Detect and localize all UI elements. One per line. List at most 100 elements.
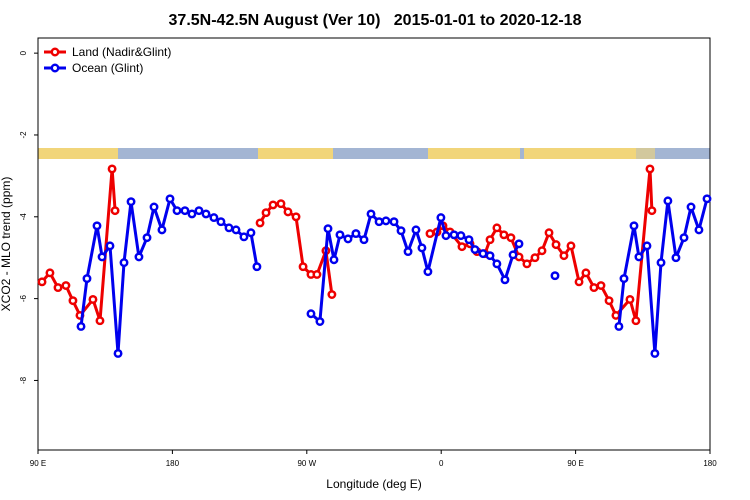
data-point — [551, 240, 561, 250]
data-point — [671, 253, 681, 263]
data-point — [113, 348, 123, 358]
data-point — [485, 251, 495, 261]
data-point — [216, 217, 226, 227]
data-point — [180, 206, 190, 216]
data-point — [679, 233, 689, 243]
data-point — [276, 199, 286, 209]
data-point — [88, 294, 98, 304]
data-point — [650, 348, 660, 358]
data-point — [201, 209, 211, 219]
data-point — [456, 231, 466, 241]
data-point — [157, 225, 167, 235]
data-point — [329, 255, 339, 265]
data-point — [647, 206, 657, 216]
y-tick-label: 0 — [19, 50, 28, 55]
land-patch — [524, 148, 636, 159]
data-point — [417, 243, 427, 253]
data-point — [544, 228, 554, 238]
data-point — [485, 235, 495, 245]
x-tick-label: 90 W — [297, 459, 316, 468]
data-point — [396, 226, 406, 236]
data-point — [224, 223, 234, 233]
data-point — [574, 277, 584, 287]
data-point — [187, 209, 197, 219]
data-point — [464, 235, 474, 245]
data-point — [631, 316, 641, 326]
data-point — [694, 225, 704, 235]
land-patch — [38, 148, 118, 159]
data-point — [312, 270, 322, 279]
data-point — [508, 250, 518, 260]
land-patch — [258, 148, 333, 159]
data-point — [298, 262, 308, 272]
data-point — [634, 252, 644, 262]
data-point — [76, 321, 86, 331]
data-point — [611, 310, 621, 320]
data-point — [589, 283, 599, 293]
data-point — [686, 202, 696, 212]
data-point — [343, 234, 353, 244]
land-patch — [636, 148, 655, 159]
data-point — [530, 253, 540, 263]
data-point — [37, 277, 47, 287]
y-tick-label: -4 — [19, 213, 28, 221]
data-point — [381, 216, 391, 226]
data-point — [246, 228, 256, 238]
data-point — [411, 225, 421, 235]
legend-item: Ocean (Glint) — [44, 61, 143, 75]
data-point — [291, 212, 301, 222]
data-point — [92, 221, 102, 231]
data-point — [619, 274, 629, 284]
data-point — [441, 231, 451, 241]
data-point — [351, 229, 361, 239]
data-point — [470, 245, 480, 254]
data-point — [252, 262, 262, 272]
data-point — [403, 247, 413, 257]
legend-label: Land (Nadir&Glint) — [72, 45, 171, 59]
data-point — [478, 249, 488, 259]
data-point — [315, 317, 325, 326]
land-ocean-strip — [38, 148, 710, 159]
data-point — [614, 321, 624, 331]
data-point — [327, 290, 337, 299]
data-point — [119, 258, 129, 268]
y-axis-label: XCO2 - MLO trend (ppm) — [0, 177, 13, 312]
data-point — [566, 241, 576, 251]
x-tick-label: 180 — [703, 459, 717, 468]
data-point — [95, 316, 105, 326]
data-point — [656, 258, 666, 268]
data-point — [366, 209, 376, 219]
data-point — [559, 251, 569, 261]
data-point — [134, 252, 144, 262]
data-point — [423, 267, 433, 277]
data-point — [500, 275, 510, 285]
data-point — [499, 230, 509, 240]
data-point — [105, 241, 115, 251]
data-point — [335, 230, 345, 240]
plot-frame — [37, 37, 711, 451]
data-point — [457, 242, 467, 252]
x-tick-label: 90 E — [30, 459, 46, 468]
x-tick-label: 180 — [166, 459, 180, 468]
data-point — [126, 197, 136, 207]
data-point — [323, 224, 333, 234]
data-point — [142, 233, 152, 243]
data-point — [537, 246, 547, 256]
data-point — [625, 294, 635, 304]
data-point — [374, 217, 384, 227]
data-point — [436, 213, 446, 223]
data-point — [425, 229, 435, 239]
data-point — [172, 206, 182, 216]
legend-label: Ocean (Glint) — [72, 61, 143, 75]
data-point — [581, 268, 591, 278]
legend-marker — [50, 63, 60, 73]
data-point — [110, 206, 120, 216]
data-point — [68, 296, 78, 306]
x-tick-label: 0 — [439, 459, 444, 468]
chart-title: 37.5N-42.5N August (Ver 10) 2015-01-01 t… — [169, 12, 582, 29]
data-point — [506, 233, 516, 243]
data-point — [149, 202, 159, 212]
data-point — [550, 271, 560, 281]
data-point — [492, 223, 502, 233]
land-patch — [428, 148, 520, 159]
